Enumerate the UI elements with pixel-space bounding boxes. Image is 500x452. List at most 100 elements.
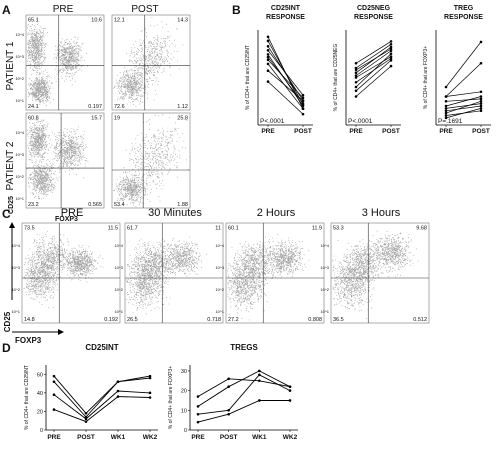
data-point	[444, 111, 448, 115]
series-line	[445, 96, 482, 107]
panel-a: A PRE POST PATIENT 1 PATIENT 2 CD25 FOXP3 65.1 1…	[2, 3, 191, 223]
chart-4: TREGS % of CD4+ that are FOXP3+ 0 10 20 30 PRE…	[168, 343, 298, 441]
data-point	[479, 102, 483, 105]
p-value-annotation: P<.0001	[348, 118, 373, 125]
data-point	[389, 49, 393, 53]
data-point	[301, 101, 305, 105]
data-point	[258, 399, 261, 402]
axis-arrowhead-x	[58, 329, 64, 335]
data-point	[116, 395, 120, 398]
data-point	[389, 45, 393, 49]
y-axis-label: % of CD4+ that are CD25NEG	[333, 44, 339, 112]
y-tick-label: 10^1	[320, 309, 329, 314]
series-line	[267, 70, 304, 101]
chart-title-line: CD25INT	[271, 5, 301, 12]
x-tick-label: POST	[472, 128, 490, 135]
data-point	[389, 47, 393, 51]
data-point	[84, 415, 88, 419]
data-point	[354, 74, 358, 77]
scatter-points	[126, 236, 208, 317]
x-tick-label: POST	[220, 434, 238, 441]
x-tick-label: POST	[77, 434, 95, 441]
data-point	[301, 112, 305, 116]
flow-plot-patient-2-post	[111, 112, 191, 209]
data-point	[389, 64, 393, 68]
data-point	[266, 39, 270, 43]
x-tick-label: POST	[294, 128, 312, 135]
series-line	[355, 56, 392, 78]
x-axis-label: FOXP3	[15, 336, 42, 345]
y-axis-label: % of CD4+ that are CD25INT	[24, 365, 30, 430]
series-line	[445, 100, 482, 114]
panel-letter: C	[2, 207, 11, 221]
series-line	[355, 65, 392, 97]
series-line	[355, 46, 392, 74]
y-axis-label: % of CD4+ that are FOXP3+	[423, 46, 429, 109]
y-tick-label: 20	[181, 389, 187, 395]
series-line	[53, 375, 151, 418]
data-point	[479, 109, 483, 113]
chart-title-line: CD25NEG	[357, 5, 391, 12]
series-line	[445, 98, 482, 102]
y-tick-label: 40	[37, 391, 43, 397]
y-tick-label: 10^2	[320, 287, 329, 292]
time-point-title: 2 Hours	[257, 207, 296, 219]
data-point	[266, 55, 270, 59]
quadrant-value-tl: 53.3	[333, 226, 344, 232]
data-point	[52, 380, 56, 384]
chart-title-line: TREG	[454, 5, 474, 12]
series-line	[197, 400, 290, 423]
quadrant-value-bl: 26.5	[127, 317, 138, 323]
data-point	[148, 376, 152, 380]
quadrant-value-tl: 61.7	[127, 226, 138, 232]
y-tick-label: 10^1	[215, 309, 224, 314]
y-axis-label: CD25	[8, 196, 15, 214]
y-tick-label: 10^2	[114, 287, 123, 292]
series-line	[445, 105, 482, 112]
quadrant-value-br: 1.88	[177, 202, 188, 208]
data-point	[444, 99, 448, 103]
data-point	[266, 80, 270, 83]
data-point	[389, 40, 393, 43]
data-point	[479, 90, 483, 94]
quadrant-value-tl: 73.5	[24, 226, 35, 232]
data-point	[266, 58, 270, 62]
data-point	[354, 80, 358, 84]
data-point	[301, 104, 305, 108]
data-point	[479, 61, 483, 65]
quadrant-value-tl: 65.1	[28, 18, 39, 24]
y-tick-label: 10^4	[15, 130, 24, 135]
data-point	[52, 408, 56, 411]
quadrant-value-tr: 10.6	[91, 18, 102, 24]
data-point	[258, 379, 261, 383]
x-axis-label: FOXP3	[55, 216, 78, 223]
data-point	[116, 380, 120, 384]
data-point	[196, 395, 200, 398]
y-tick-label: 10^2	[15, 76, 24, 81]
y-tick-label: 10^2	[215, 287, 224, 292]
data-point	[479, 95, 483, 98]
data-point	[479, 99, 483, 103]
data-point	[301, 96, 305, 100]
x-tick-label: WK2	[143, 434, 158, 441]
data-point	[354, 61, 358, 65]
quadrant-value-tr: 25.8	[177, 116, 188, 122]
data-point	[389, 59, 393, 62]
scatter-points	[26, 119, 89, 200]
quadrant-value-br: 0.192	[104, 317, 118, 323]
panel-letter-b: B	[232, 3, 241, 17]
quadrant-value-br: 0.197	[88, 104, 102, 110]
chart-2: TREG RESPONSE % of CD4+ that are FOXP3+ PRE…	[423, 5, 491, 135]
data-point	[444, 104, 448, 108]
data-point	[354, 71, 358, 75]
data-point	[444, 116, 448, 120]
data-point	[354, 76, 358, 79]
scatter-points	[332, 230, 419, 319]
quadrant-value-br: 0.808	[308, 317, 322, 323]
series-line	[355, 41, 392, 64]
data-point	[196, 420, 200, 424]
y-axis-label: CD25	[3, 311, 12, 332]
data-point	[444, 109, 448, 113]
y-tick-label: 10^2	[11, 287, 20, 292]
scatter-points	[26, 19, 89, 107]
